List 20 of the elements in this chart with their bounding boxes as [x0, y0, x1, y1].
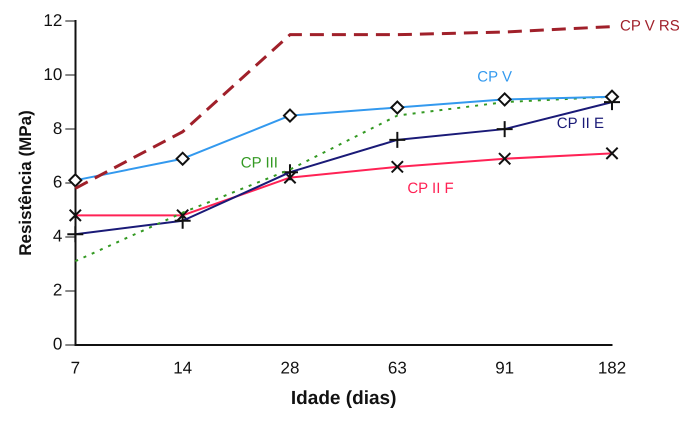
series-label: CP II E [556, 115, 604, 132]
y-tick-label: 10 [43, 64, 62, 84]
x-tick-label: 14 [173, 358, 192, 378]
x-axis-title: Idade (dias) [290, 388, 396, 409]
y-tick-label: 4 [52, 226, 62, 246]
y-tick-label: 0 [52, 334, 62, 354]
x-tick-label: 182 [598, 358, 626, 378]
y-axis-title: Resistência (MPa) [16, 110, 35, 256]
series-label: CP V [477, 68, 512, 86]
y-tick-label: 2 [52, 280, 62, 300]
series-label: CP III [240, 154, 278, 172]
x-tick-label: 28 [280, 358, 300, 378]
x-tick-label: 63 [388, 358, 407, 378]
y-tick-label: 6 [52, 172, 62, 192]
series-label: CP V RS [620, 18, 680, 35]
y-tick-label: 8 [52, 118, 62, 138]
x-tick-label: 91 [495, 358, 514, 378]
y-tick-label: 12 [43, 10, 62, 30]
series-label: CP II F [407, 180, 454, 197]
x-tick-label: 7 [70, 358, 80, 378]
